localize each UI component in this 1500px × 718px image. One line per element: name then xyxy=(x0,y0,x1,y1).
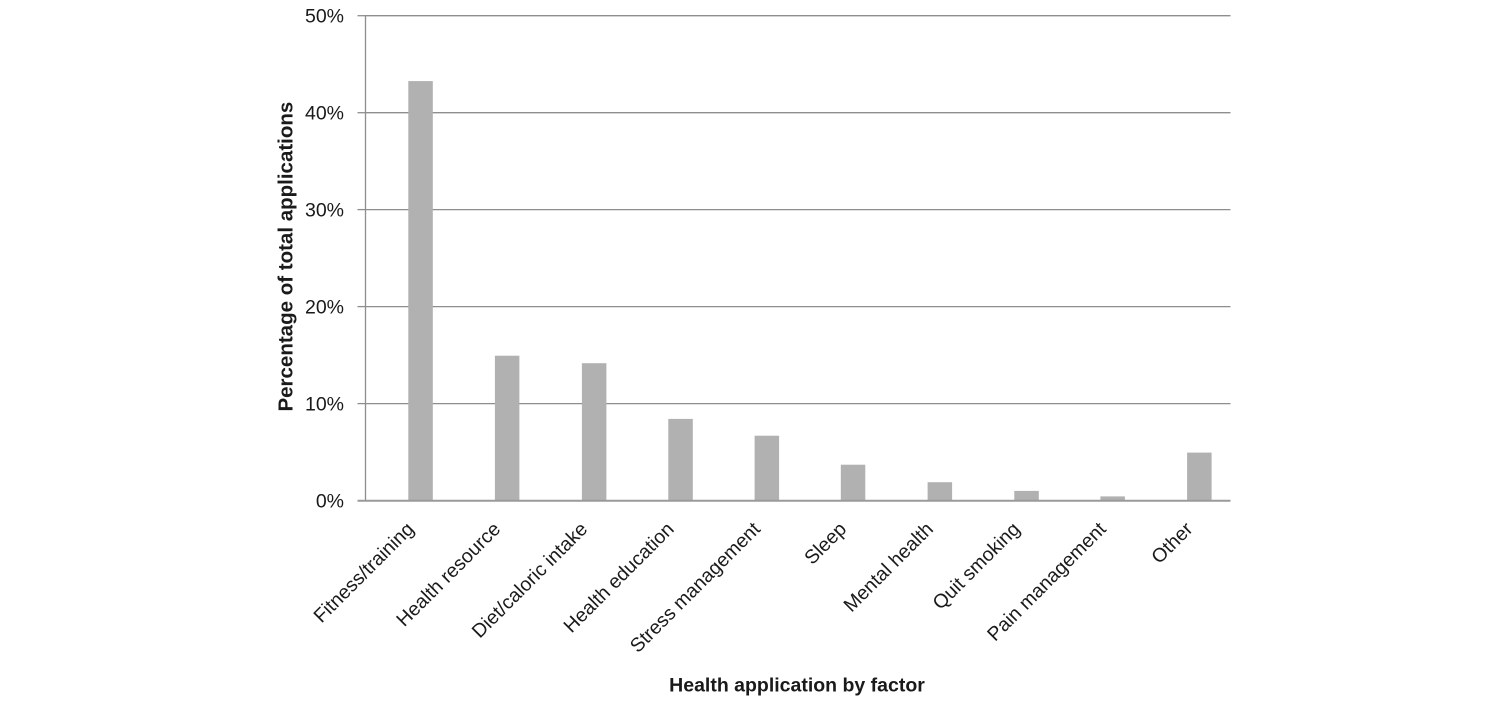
svg-text:10%: 10% xyxy=(305,393,344,415)
svg-text:40%: 40% xyxy=(305,102,344,124)
svg-text:Health application by factor: Health application by factor xyxy=(669,675,925,697)
svg-text:0%: 0% xyxy=(316,491,344,513)
svg-text:50%: 50% xyxy=(305,5,344,27)
svg-text:Percentage of total applicatio: Percentage of total applications xyxy=(275,102,298,412)
svg-text:20%: 20% xyxy=(305,296,344,318)
svg-text:30%: 30% xyxy=(305,199,344,221)
